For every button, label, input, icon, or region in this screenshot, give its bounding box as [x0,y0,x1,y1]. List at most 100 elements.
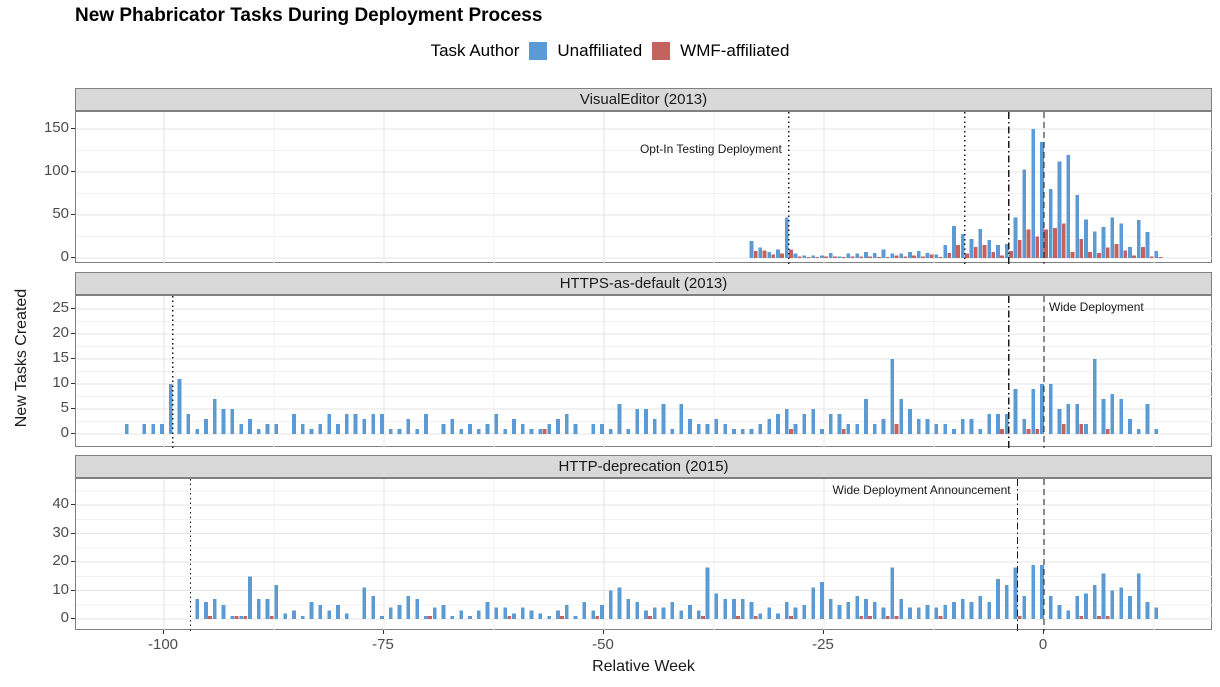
bar-unaffiliated [529,429,534,434]
bar-unaffiliated [1066,404,1071,434]
bar-wmf [208,616,212,619]
bar-unaffiliated [1128,596,1132,619]
bar-unaffiliated [925,252,930,258]
y-tick-mark [71,433,75,434]
bar-unaffiliated [943,604,947,619]
bar-unaffiliated [608,429,613,434]
bar-wmf [938,616,943,619]
bar-unaffiliated [256,429,261,434]
facet-panel: Wide Deployment [75,295,1213,448]
bar-unaffiliated [617,404,622,434]
bar-unaffiliated [811,409,815,434]
bar-wmf [841,429,846,434]
bar-unaffiliated [987,601,991,619]
bar-unaffiliated [283,613,287,619]
bar-unaffiliated [1004,244,1009,258]
bar-wmf [833,256,837,258]
bar-unaffiliated [617,587,622,619]
bar-unaffiliated [1040,141,1044,258]
bar-unaffiliated [494,607,499,619]
bar-wmf [868,616,872,619]
facet-panel: Opt-In Testing Deployment [75,111,1213,264]
bar-unaffiliated [1004,584,1009,619]
bar-unaffiliated [996,245,1000,258]
bar-unaffiliated [1110,217,1115,258]
bar-unaffiliated [274,584,279,619]
bar-unaffiliated [784,601,789,619]
bar-unaffiliated [855,596,859,619]
bar-unaffiliated [925,604,930,619]
bar-wmf [894,616,899,619]
bar-unaffiliated [450,616,455,619]
bar-wmf [789,249,793,258]
bar-unaffiliated [353,414,358,434]
y-tick-mark [71,171,75,172]
bar-unaffiliated [934,424,939,434]
bar-unaffiliated [670,429,675,434]
bar-unaffiliated [441,424,446,434]
bar-unaffiliated [908,251,912,258]
bar-unaffiliated [776,414,780,434]
bar-unaffiliated [1128,246,1132,258]
bar-wmf [1017,239,1022,258]
bar-unaffiliated [943,245,947,258]
bar-unaffiliated [758,613,763,619]
bar-unaffiliated [688,604,692,619]
bar-unaffiliated [899,253,903,258]
bar-wmf [771,254,776,258]
bar-wmf [1079,616,1084,619]
bar-wmf [753,616,758,619]
bar-wmf [991,251,996,258]
bar-unaffiliated [960,419,965,434]
bar-wmf [1105,247,1110,258]
legend: Task Author Unaffiliated WMF-affiliated [0,38,1220,64]
bar-unaffiliated [837,256,842,258]
bar-unaffiliated [265,424,270,434]
bar-unaffiliated [1084,424,1088,434]
bar-unaffiliated [767,607,771,619]
bar-unaffiliated [802,414,807,434]
bar-unaffiliated [864,251,868,258]
bar-wmf [1097,252,1101,258]
bar-unaffiliated [556,610,560,619]
legend-label-wmf: WMF-affiliated [680,41,790,60]
bar-wmf [1105,429,1110,434]
bar-unaffiliated [952,429,956,434]
bar-unaffiliated [1119,223,1123,258]
y-tick-label: 10 [52,374,69,391]
bar-unaffiliated [1022,596,1027,619]
y-tick-label: 20 [52,324,69,341]
bar-wmf [1070,251,1075,258]
bar-unaffiliated [564,414,569,434]
bar-unaffiliated [1136,429,1141,434]
bar-unaffiliated [872,601,877,619]
legend-label-unaffiliated: Unaffiliated [557,41,643,60]
bar-unaffiliated [1004,414,1009,434]
bar-wmf [789,429,793,434]
annotation-text: Opt-In Testing Deployment [639,142,782,156]
y-tick-label: 30 [52,523,69,541]
bar-unaffiliated [239,424,243,434]
bar-unaffiliated [388,607,393,619]
bar-unaffiliated [969,419,974,434]
x-tick-mark [822,630,824,634]
bar-wmf [1088,251,1092,258]
bar-wmf [1026,429,1031,434]
annotation-text: Wide Deployment [1049,300,1144,314]
bar-unaffiliated [1101,573,1106,619]
bar-wmf [938,257,943,258]
bar-unaffiliated [661,607,666,619]
bar-unaffiliated [996,414,1000,434]
bar-unaffiliated [520,424,525,434]
bar-unaffiliated [204,419,208,434]
bar-unaffiliated [749,601,754,619]
bar-unaffiliated [1084,219,1088,258]
bar-wmf [806,257,811,258]
bar-unaffiliated [758,247,763,258]
bar-wmf [877,257,881,258]
legend-title: Task Author [430,41,520,60]
bar-unaffiliated [309,601,314,619]
bar-unaffiliated [1075,195,1079,258]
bar-unaffiliated [916,251,921,258]
